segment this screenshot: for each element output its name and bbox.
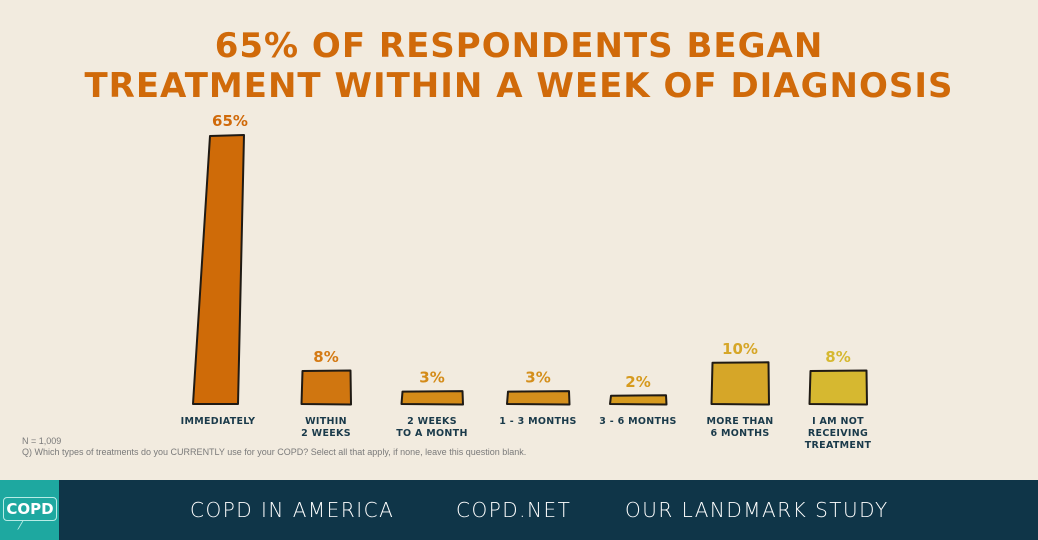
- nav-link-copd-net[interactable]: COPD.NET: [456, 498, 572, 522]
- category-label: I AM NOT: [812, 416, 864, 427]
- footer-bar: COPD COPD IN AMERICA COPD.NET OUR LANDMA…: [0, 480, 1038, 540]
- copd-logo[interactable]: COPD: [0, 480, 59, 540]
- bar: [300, 369, 352, 406]
- chart-title-line-2: TREATMENT WITHIN A WEEK OF DIAGNOSIS: [84, 66, 954, 106]
- chart-title-line-1: 65% OF RESPONDENTS BEGAN: [214, 26, 824, 66]
- bar-value-label: 8%: [313, 348, 338, 366]
- category-label: 2 WEEKS: [407, 416, 457, 427]
- category-label: WITHIN: [305, 416, 347, 427]
- bar-group: 65% IMMEDIATELY: [181, 112, 256, 427]
- category-label: RECEIVING: [808, 428, 868, 439]
- category-label: TO A MONTH: [396, 428, 467, 439]
- bar: [609, 394, 668, 406]
- sample-size-note: N = 1,009: [22, 436, 62, 446]
- category-label: IMMEDIATELY: [181, 416, 256, 427]
- bar-value-label: 10%: [722, 340, 758, 358]
- nav-link-landmark-study[interactable]: OUR LANDMARK STUDY: [625, 498, 889, 522]
- category-label: TREATMENT: [805, 440, 872, 451]
- bar: [400, 390, 464, 406]
- bar-value-label: 2%: [625, 373, 650, 391]
- bar-value-label: 65%: [212, 112, 248, 130]
- nav-link-copd-in-america[interactable]: COPD IN AMERICA: [190, 498, 395, 522]
- logo-bubble-tail-icon: [17, 520, 33, 530]
- bar-group: 3% 1 - 3 MONTHS: [499, 369, 576, 427]
- survey-question-note: Q) Which types of treatments do you CURR…: [22, 447, 527, 457]
- bar-value-label: 3%: [525, 369, 550, 387]
- bar-value-label: 8%: [825, 348, 850, 366]
- category-label: 3 - 6 MONTHS: [599, 416, 676, 427]
- category-label: 1 - 3 MONTHS: [499, 416, 576, 427]
- bar: [192, 134, 245, 405]
- bar: [710, 361, 770, 406]
- logo-speech-bubble-icon: COPD: [3, 497, 57, 521]
- bar-value-label: 3%: [419, 369, 444, 387]
- category-label: 6 MONTHS: [710, 428, 769, 439]
- category-label: 2 WEEKS: [301, 428, 351, 439]
- category-label: MORE THAN: [706, 416, 773, 427]
- bar: [808, 369, 868, 406]
- bar-group: 2% 3 - 6 MONTHS: [599, 373, 676, 427]
- bar: [506, 390, 571, 406]
